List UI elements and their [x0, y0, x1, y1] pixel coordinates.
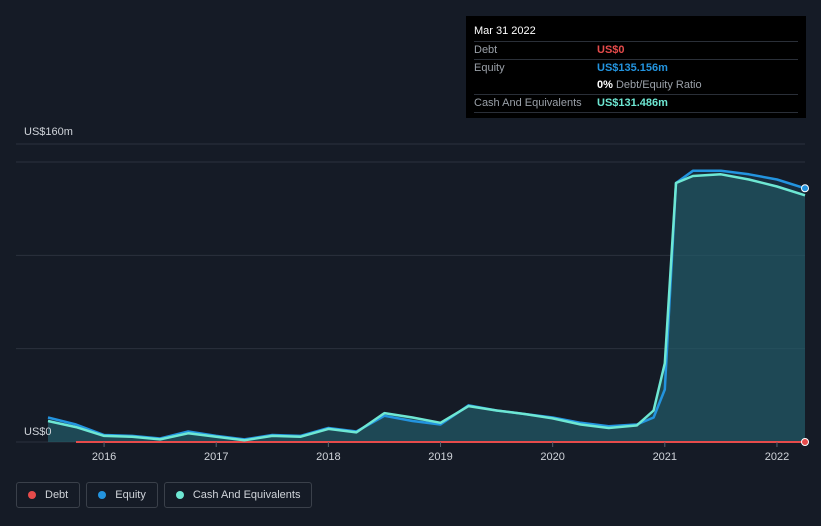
x-tick-label-2017: 2017 — [204, 451, 228, 463]
tooltip-ratio-row: 0% Debt/Equity Ratio — [474, 77, 798, 94]
x-tick-label-2020: 2020 — [540, 451, 564, 463]
tooltip-debt-label: Debt — [474, 44, 498, 56]
x-tick-label-2021: 2021 — [653, 451, 677, 463]
tooltip-ratio-value: 0% — [597, 79, 613, 91]
equity-dot-icon — [98, 491, 107, 499]
legend-equity-label: Equity — [115, 489, 146, 501]
debt-end-marker — [801, 438, 809, 446]
y-axis-top-label: US$160m — [24, 126, 73, 138]
debt-dot-icon — [28, 491, 36, 499]
tooltip-cash-value: US$131.486m — [597, 97, 668, 109]
equity-end-marker — [801, 184, 809, 193]
tooltip-debt-row: Debt US$0 — [474, 41, 798, 59]
x-axis-ticks: 2016 2017 2018 2019 2020 2021 2022 — [92, 442, 789, 463]
x-tick-label-2016: 2016 — [92, 451, 116, 463]
tooltip-cash-label: Cash And Equivalents — [474, 97, 582, 109]
legend-debt-label: Debt — [45, 489, 69, 501]
equity-area — [48, 170, 805, 443]
y-axis-bottom-label: US$0 — [24, 426, 52, 438]
tooltip-debt-value: US$0 — [597, 44, 625, 56]
area-layer — [48, 170, 805, 443]
legend-debt[interactable]: Debt — [16, 482, 81, 508]
tooltip-equity-row: Equity US$135.156m — [474, 59, 798, 77]
legend-equity[interactable]: Equity — [86, 482, 158, 508]
x-tick-label-2022: 2022 — [765, 451, 789, 463]
cash-line — [47, 173, 806, 442]
tooltip-ratio-label: Debt/Equity Ratio — [615, 79, 702, 91]
chart-legend: Debt Equity Cash And Equivalents — [16, 482, 313, 508]
cash-area — [48, 174, 805, 443]
tooltip-equity-label: Equity — [474, 62, 505, 74]
end-markers — [801, 184, 809, 446]
tooltip-equity-value: US$135.156m — [597, 62, 668, 74]
legend-cash[interactable]: Cash And Equivalents — [163, 482, 313, 508]
legend-cash-label: Cash And Equivalents — [192, 489, 301, 501]
x-tick-label-2018: 2018 — [316, 451, 340, 463]
cash-dot-icon — [175, 491, 184, 499]
x-tick-label-2019: 2019 — [428, 451, 452, 463]
chart-tooltip: Mar 31 2022 Debt US$0 Equity US$135.156m… — [466, 16, 806, 118]
tooltip-cash-row: Cash And Equivalents US$131.486m — [474, 94, 798, 113]
tooltip-date: Mar 31 2022 — [474, 25, 536, 37]
